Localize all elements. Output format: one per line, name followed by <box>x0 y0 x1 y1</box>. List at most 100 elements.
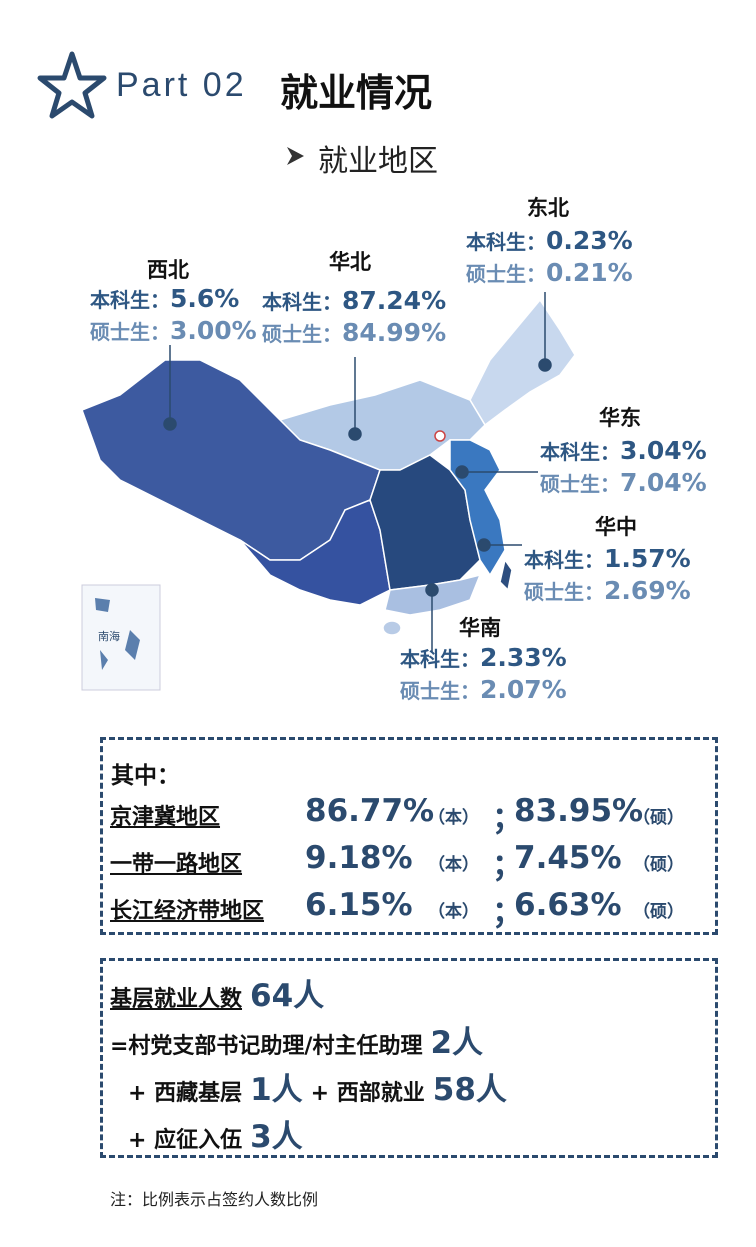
bullet-arrow <box>287 147 304 165</box>
count: 1人 <box>250 1072 303 1108</box>
region-name: 华北 <box>329 250 371 274</box>
summary-master: 6.63% <box>514 887 622 923</box>
summary-undergrad: 6.15% <box>305 887 413 923</box>
item: + 应征入伍 <box>128 1128 243 1153</box>
grassroots-line: + 应征入伍 3人 <box>128 1111 303 1156</box>
row-label: 本科生： <box>262 290 342 314</box>
region-name: 华南 <box>459 616 501 640</box>
summary-undergrad: 86.77% <box>305 793 435 829</box>
row-value: 84.99% <box>342 318 447 347</box>
count: 3人 <box>250 1119 303 1155</box>
inset-islands <box>95 598 140 670</box>
summary-name: 京津冀地区 <box>110 805 221 830</box>
row-value: 7.04% <box>620 468 707 497</box>
taiwan <box>499 558 513 592</box>
dot <box>348 427 362 441</box>
row-value: 0.23% <box>546 226 633 255</box>
region-name: 西北 <box>147 258 189 282</box>
row-value: 2.33% <box>480 643 567 672</box>
row-label: 硕士生： <box>262 322 342 346</box>
row-label: 硕士生： <box>466 262 546 286</box>
leaders <box>163 292 552 652</box>
dot <box>425 583 439 597</box>
region-row: 硕士生：2.07% <box>400 675 567 704</box>
region-northeast <box>469 298 576 427</box>
summary-box: 其中： <box>100 737 718 935</box>
region-row: 本科生：87.24% <box>262 286 446 315</box>
item: =村党支部书记助理/村主任助理 <box>110 1034 423 1059</box>
row-label: 硕士生： <box>90 320 170 344</box>
row-value: 0.21% <box>546 258 633 287</box>
summary-undergrad-tag: （本） <box>428 808 479 828</box>
summary-master: 83.95% <box>514 793 644 829</box>
item: + 西部就业 <box>310 1081 425 1106</box>
count: 64人 <box>250 978 325 1014</box>
item: + 西藏基层 <box>128 1081 243 1106</box>
grassroots-line: + 西藏基层 1人 + 西部就业 58人 <box>128 1064 507 1109</box>
region-row: 本科生：2.33% <box>400 643 567 672</box>
summary-undergrad-tag: （本） <box>428 902 479 922</box>
region-row: 本科生：1.57% <box>524 544 691 573</box>
summary-sep: ； <box>492 801 523 837</box>
row-label: 本科生： <box>466 230 546 254</box>
row-value: 87.24% <box>342 286 447 315</box>
summary-master-tag: （硕） <box>633 902 684 922</box>
region-name: 东北 <box>527 196 569 220</box>
star-icon <box>37 51 107 119</box>
subtitle: 就业地区 <box>318 144 438 179</box>
item: 基层就业人数 <box>110 987 243 1012</box>
region-name: 华东 <box>599 406 641 430</box>
south-sea-inset <box>81 584 161 691</box>
dot <box>163 417 177 431</box>
hainan <box>382 620 402 636</box>
grassroots-box <box>100 958 718 1158</box>
region-row: 本科生：0.23% <box>466 226 633 255</box>
count: 2人 <box>430 1025 484 1061</box>
beijing-marker <box>434 430 446 442</box>
footnote: 注：比例表示占签约人数比例 <box>110 1190 319 1209</box>
region-row: 硕士生：84.99% <box>262 318 446 347</box>
region-name: 华中 <box>595 515 637 539</box>
region-row: 硕士生：7.04% <box>540 468 707 497</box>
row-value: 2.69% <box>604 576 691 605</box>
summary-master-tag: （硕） <box>633 808 684 828</box>
region-row: 硕士生：3.00% <box>90 316 257 345</box>
summary-sep: ； <box>492 848 523 884</box>
row-value: 2.07% <box>480 675 567 704</box>
dot <box>477 538 491 552</box>
row-label: 硕士生： <box>540 472 620 496</box>
summary-master-tag: （硕） <box>633 855 684 875</box>
row-label: 硕士生： <box>524 580 604 604</box>
page-title: 就业情况 <box>280 71 433 115</box>
summary-sep: ； <box>492 895 523 931</box>
summary-heading: 其中： <box>111 763 180 789</box>
row-value: 5.6% <box>170 284 240 313</box>
dot <box>538 358 552 372</box>
grassroots-line: =村党支部书记助理/村主任助理 2人 <box>110 1017 483 1062</box>
row-value: 3.00% <box>170 316 257 345</box>
row-label: 硕士生： <box>400 679 480 703</box>
region-row: 硕士生：0.21% <box>466 258 633 287</box>
row-label: 本科生： <box>400 647 480 671</box>
row-label: 本科生： <box>90 288 170 312</box>
summary-master: 7.45% <box>514 840 622 876</box>
summary-undergrad: 9.18% <box>305 840 413 876</box>
row-label: 本科生： <box>540 440 620 464</box>
region-central <box>369 454 481 591</box>
count: 58人 <box>432 1072 507 1108</box>
inset-label: 南海 <box>98 630 120 643</box>
summary-name: 一带一路地区 <box>110 852 243 877</box>
grassroots-line: 基层就业人数 64人 <box>110 970 324 1015</box>
region-row: 本科生：5.6% <box>90 284 239 313</box>
dot <box>455 465 469 479</box>
row-value: 1.57% <box>604 544 691 573</box>
summary-name: 长江经济带地区 <box>110 899 265 924</box>
region-row: 硕士生：2.69% <box>524 576 691 605</box>
part-label: Part 02 <box>116 66 247 104</box>
region-row: 本科生：3.04% <box>540 436 707 465</box>
row-label: 本科生： <box>524 548 604 572</box>
row-value: 3.04% <box>620 436 707 465</box>
summary-undergrad-tag: （本） <box>428 855 479 875</box>
